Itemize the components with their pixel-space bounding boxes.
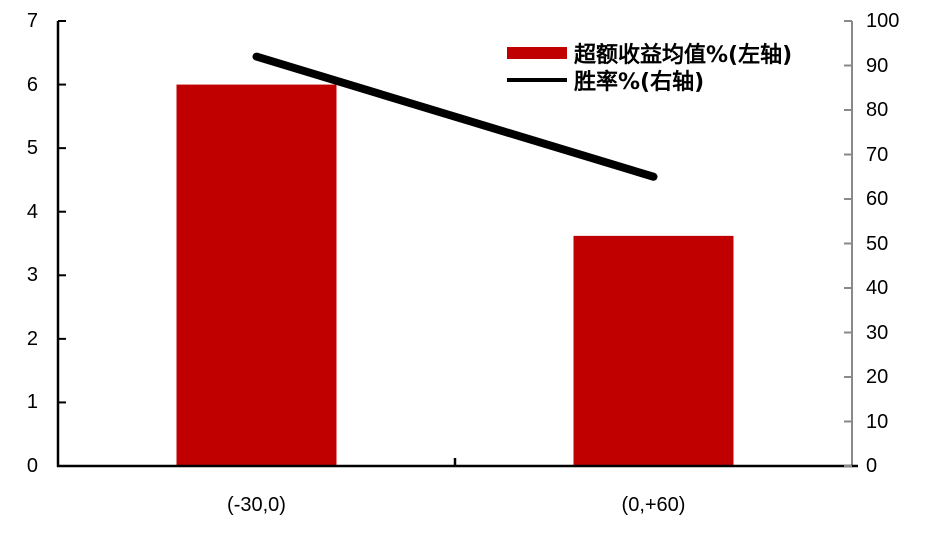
win-rate-line [252,52,658,181]
x-axis-label-0: (-30,0) [227,494,286,516]
legend-bar-swatch [507,46,567,59]
left-axis-tick-label: 4 [26,200,38,223]
right-axis-tick-label: 10 [866,410,889,433]
legend: 超额收益均值%(左轴) 胜率%(右轴) [507,39,793,95]
bar-1 [573,235,734,466]
left-axis-tick-label: 0 [26,455,38,477]
left-axis-tick-label: 2 [26,327,38,350]
legend-item-excess-return: 超额收益均值%(左轴) [507,39,793,68]
right-axis-tick-label: 80 [866,99,889,121]
right-axis-tick-label: 50 [866,232,889,255]
legend-bar-label: 超额收益均值%(左轴) [574,42,793,68]
legend-line-label: 胜率%(右轴) [574,69,705,95]
left-axis-tick-label: 6 [26,73,38,96]
right-axis-tick-label: 20 [866,366,889,388]
legend-item-win-rate: 胜率%(右轴) [507,66,792,95]
legend-line-swatch [507,77,567,82]
left-axis-tick-label: 1 [26,391,38,414]
right-axis-tick-label: 30 [866,321,889,344]
right-axis-tick-label: 0 [866,455,878,477]
x-axis-label-1: (0,+60) [621,494,686,516]
right-axis-tick-label: 40 [866,277,889,299]
left-axis-tick-label: 7 [26,10,38,32]
right-axis-tick-label: 60 [866,188,889,210]
left-axis-tick-label: 3 [26,264,38,287]
right-axis-tick-label: 70 [866,143,889,166]
right-axis-tick-label: 90 [866,54,889,77]
right-axis-tick-label: 100 [866,10,900,32]
left-axis-tick-label: 5 [26,137,38,160]
bar-0 [176,84,337,467]
